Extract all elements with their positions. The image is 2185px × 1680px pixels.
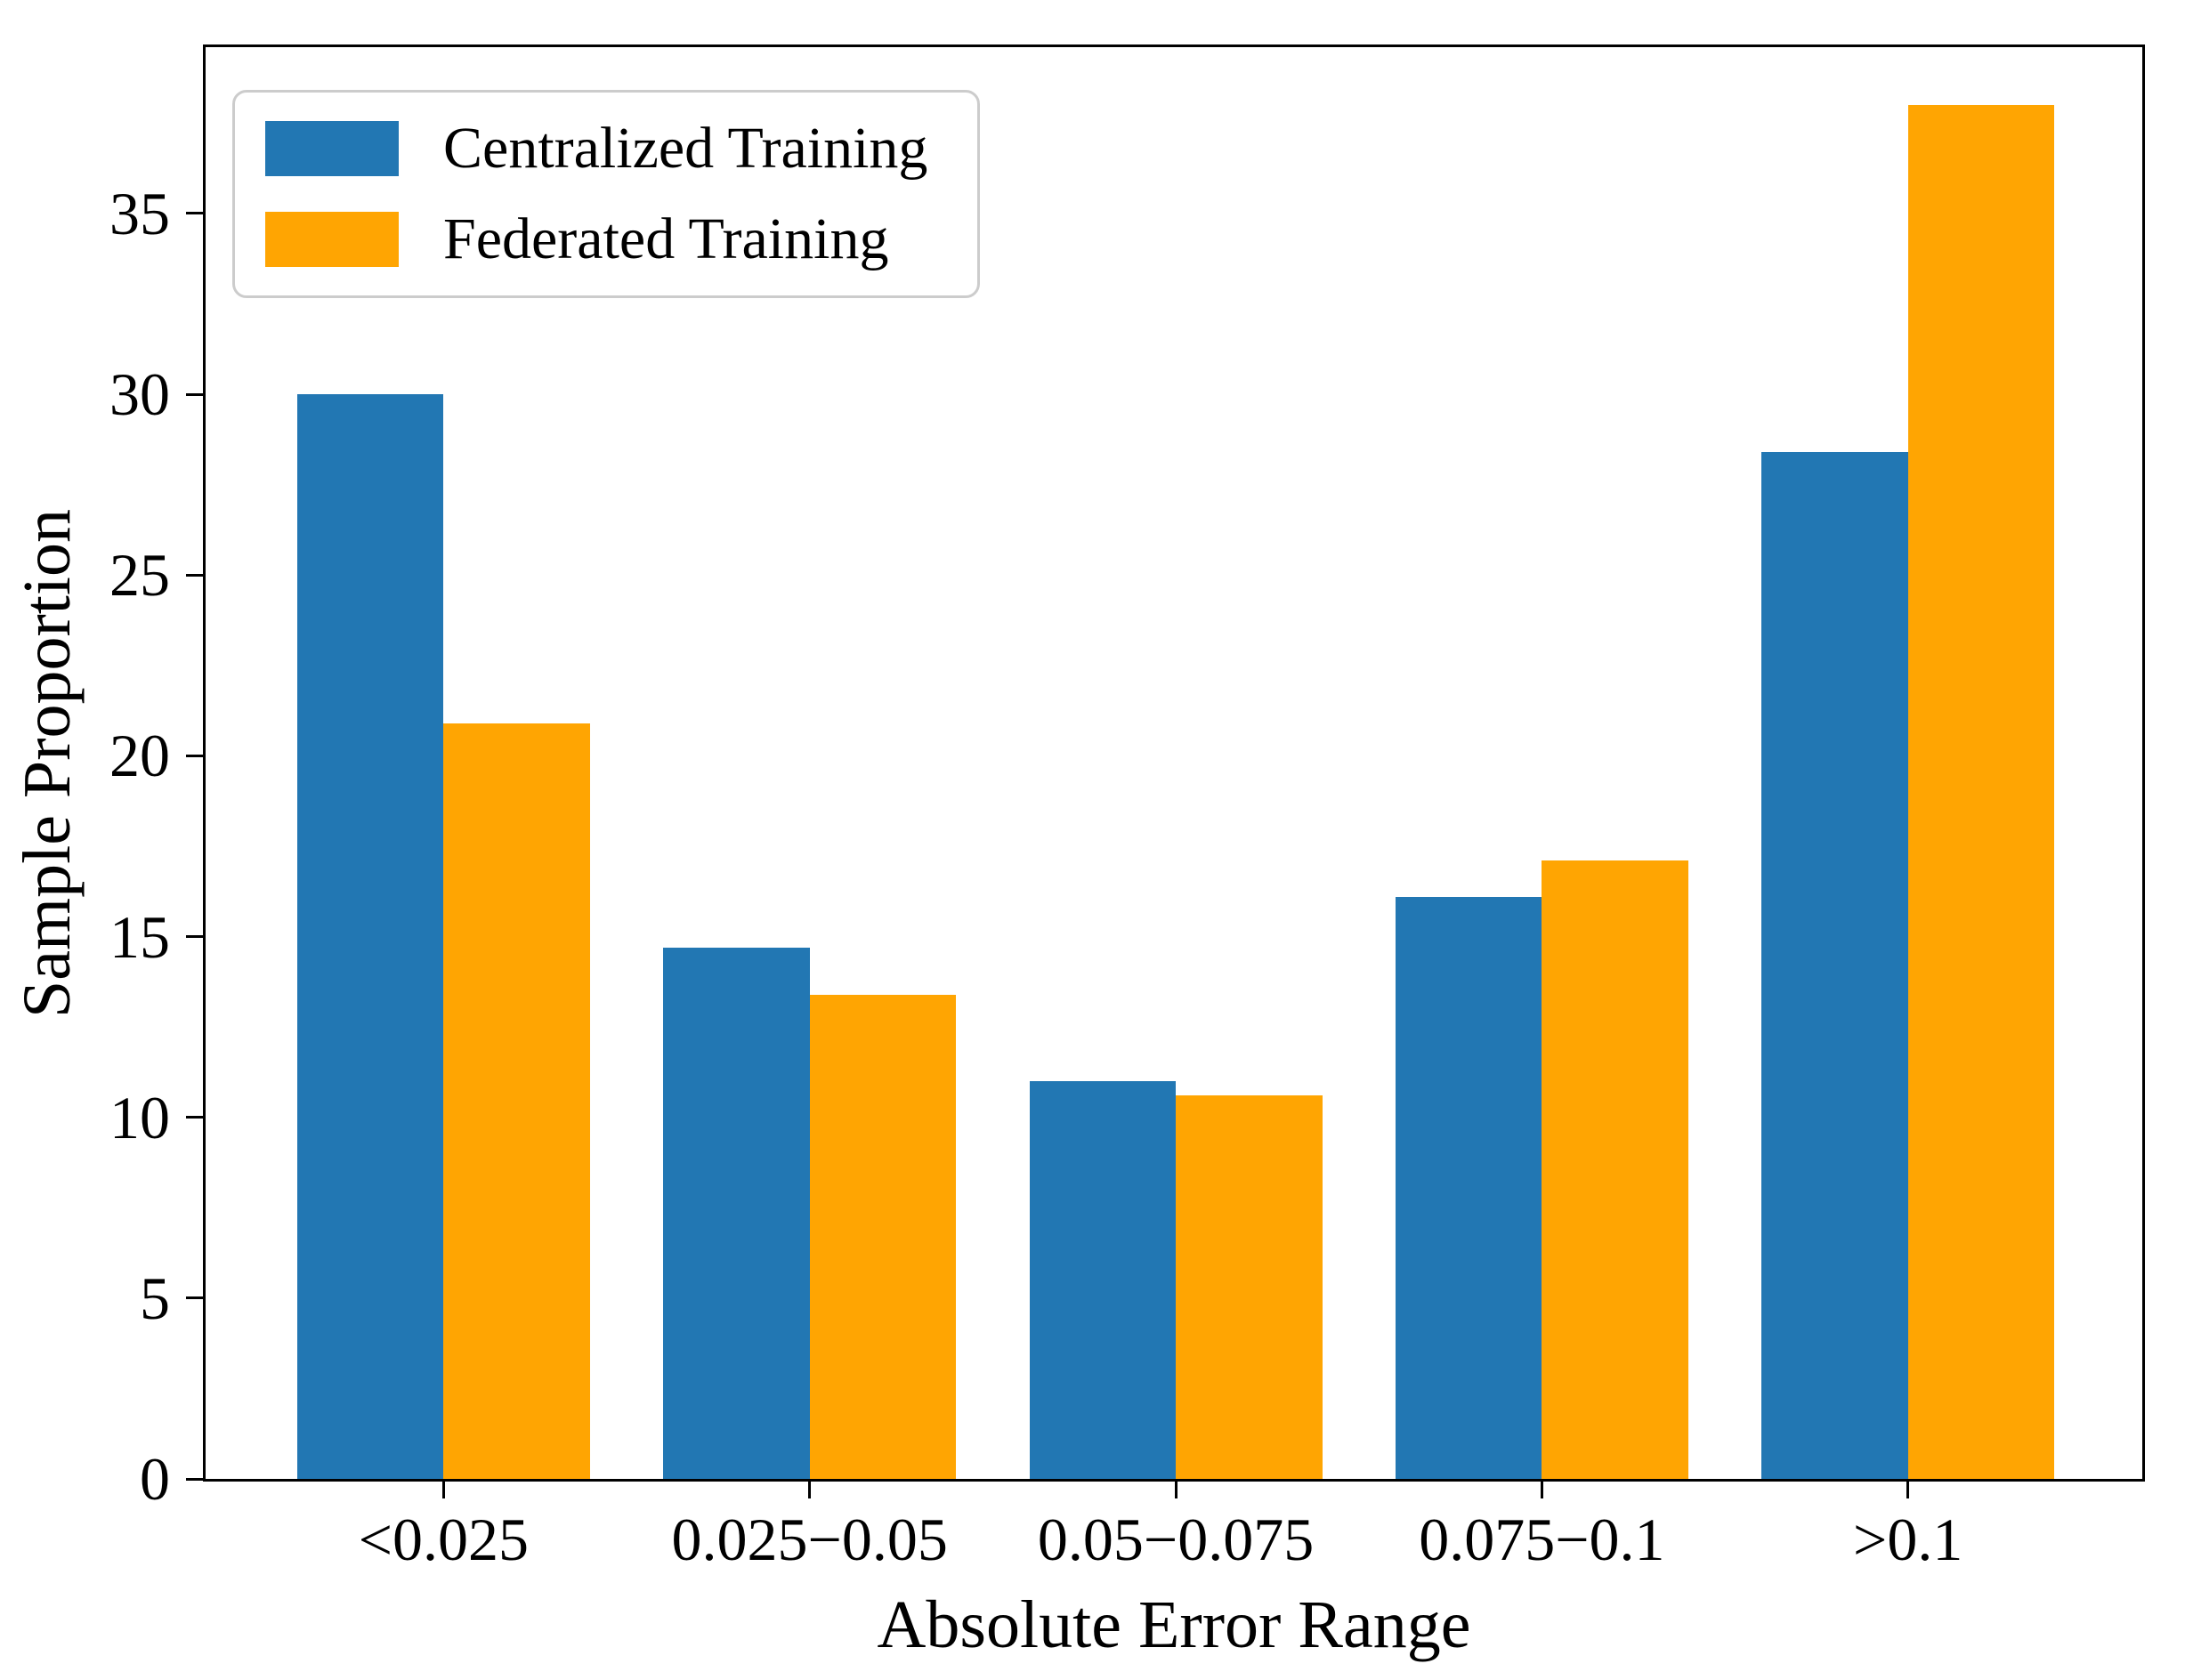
- bar-centralized-4: [1761, 452, 1908, 1479]
- y-tick-mark: [186, 1296, 206, 1300]
- x-tick-mark: [441, 1479, 445, 1498]
- y-tick-label: 30: [109, 360, 170, 429]
- y-tick-label: 35: [109, 179, 170, 247]
- y-tick-mark: [186, 1477, 206, 1481]
- y-axis-title: Sample Proportion: [10, 508, 85, 1018]
- x-tick-mark: [1174, 1479, 1177, 1498]
- y-tick-mark: [186, 1116, 206, 1119]
- x-tick-label: >0.1: [1853, 1506, 1963, 1573]
- bar-centralized-3: [1395, 896, 1542, 1479]
- y-tick-label: 20: [109, 722, 170, 790]
- y-tick-label: 0: [140, 1445, 170, 1513]
- legend: Centralized Training Federated Training: [232, 90, 981, 298]
- y-tick-mark: [186, 573, 206, 577]
- legend-label-federated: Federated Training: [443, 206, 889, 271]
- y-tick-mark: [186, 754, 206, 757]
- x-tick-label: 0.025−0.05: [671, 1506, 948, 1573]
- x-tick-label: 0.075−0.1: [1419, 1506, 1665, 1573]
- bar-federated-1: [809, 994, 957, 1479]
- bar-centralized-1: [663, 947, 810, 1479]
- x-tick-label: <0.025: [358, 1506, 530, 1573]
- y-tick-label: 5: [140, 1264, 170, 1332]
- bar-federated-2: [1176, 1095, 1323, 1479]
- bar-centralized-2: [1029, 1081, 1177, 1479]
- x-tick-label: 0.05−0.075: [1037, 1506, 1315, 1573]
- y-tick-mark: [186, 212, 206, 215]
- y-tick-label: 15: [109, 902, 170, 971]
- y-tick-mark: [186, 935, 206, 939]
- x-axis-title: Absolute Error Range: [877, 1587, 1471, 1662]
- y-tick-label: 25: [109, 541, 170, 610]
- legend-swatch-centralized: [265, 121, 399, 176]
- y-tick-mark: [186, 392, 206, 396]
- legend-label-centralized: Centralized Training: [443, 116, 928, 181]
- bar-centralized-0: [296, 394, 444, 1479]
- bar-federated-4: [1907, 105, 2055, 1479]
- legend-swatch-federated: [265, 212, 399, 267]
- y-tick-label: 10: [109, 1083, 170, 1151]
- plot-area: Centralized Training Federated Training …: [10, 44, 2145, 1659]
- bar-federated-0: [443, 723, 590, 1479]
- bar-federated-3: [1542, 860, 1688, 1479]
- x-tick-mark: [808, 1479, 812, 1498]
- legend-row-centralized: Centralized Training: [265, 119, 927, 178]
- x-tick-mark: [1540, 1479, 1543, 1498]
- legend-row-federated: Federated Training: [265, 210, 927, 269]
- x-tick-mark: [1906, 1479, 1910, 1498]
